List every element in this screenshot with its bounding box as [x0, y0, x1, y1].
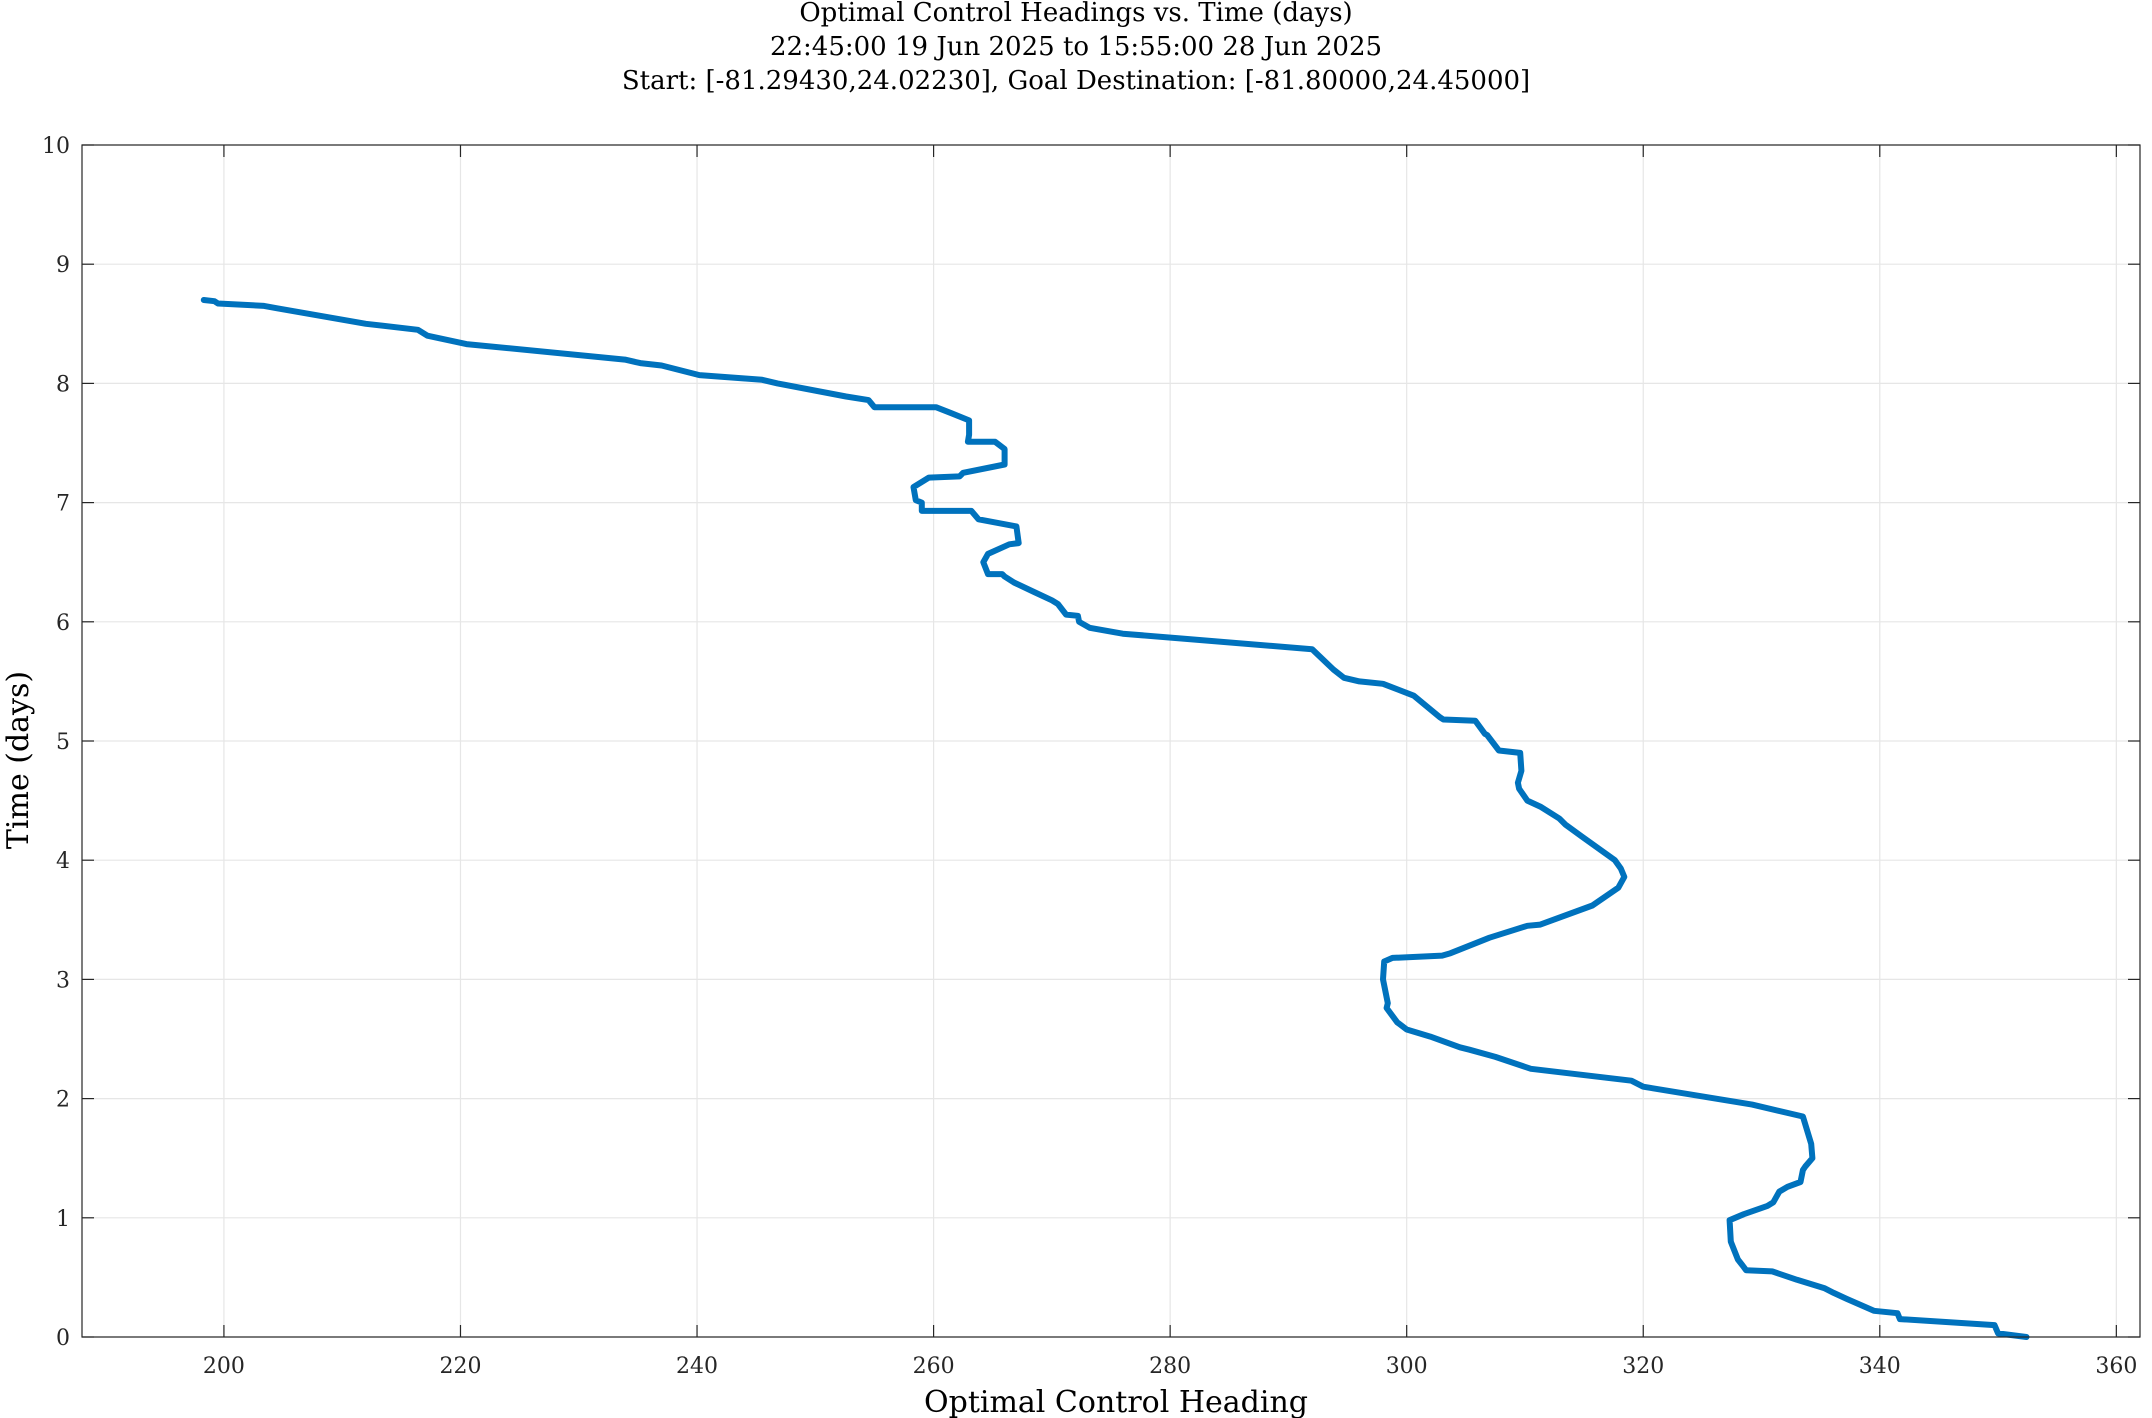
chart-title: Optimal Control Headings vs. Time (days)	[799, 0, 1353, 28]
x-tick-label: 280	[1149, 1354, 1191, 1379]
y-tick-label: 2	[56, 1088, 70, 1113]
x-axis-label: Optimal Control Heading	[924, 1385, 1308, 1418]
x-tick-label: 300	[1386, 1354, 1428, 1379]
y-tick-label: 8	[56, 372, 70, 397]
y-tick-label: 0	[56, 1326, 70, 1351]
x-tick-label: 240	[676, 1354, 718, 1379]
chart-subtitle-start-goal: Start: [-81.29430,24.02230], Goal Destin…	[621, 66, 1531, 96]
chart-subtitle-date-range: 22:45:00 19 Jun 2025 to 15:55:00 28 Jun …	[769, 32, 1383, 62]
x-tick-label: 360	[2095, 1354, 2137, 1379]
y-tick-label: 3	[56, 968, 70, 993]
y-tick-label: 9	[56, 253, 70, 278]
x-tick-label: 200	[203, 1354, 245, 1379]
x-tick-label: 320	[1622, 1354, 1664, 1379]
y-tick-label: 7	[56, 492, 70, 517]
tick-marks	[82, 144, 2140, 1338]
axes-box	[81, 144, 2141, 1338]
x-tick-labels: 200 220 240 260 280 300 320 340 360	[203, 1354, 2137, 1379]
y-tick-label: 5	[56, 730, 70, 755]
series-line	[200, 297, 2030, 1340]
x-tick-label: 260	[913, 1354, 955, 1379]
y-tick-label: 4	[56, 849, 70, 874]
y-axis-label: Time (days)	[1, 671, 36, 849]
y-tick-label: 10	[42, 134, 70, 159]
y-tick-label: 6	[56, 611, 70, 636]
x-tick-label: 220	[439, 1354, 481, 1379]
y-tick-label: 1	[56, 1207, 70, 1232]
x-tick-label: 340	[1859, 1354, 1901, 1379]
y-tick-labels: 0 1 2 3 4 5 6 7 8 9 10	[42, 134, 70, 1351]
